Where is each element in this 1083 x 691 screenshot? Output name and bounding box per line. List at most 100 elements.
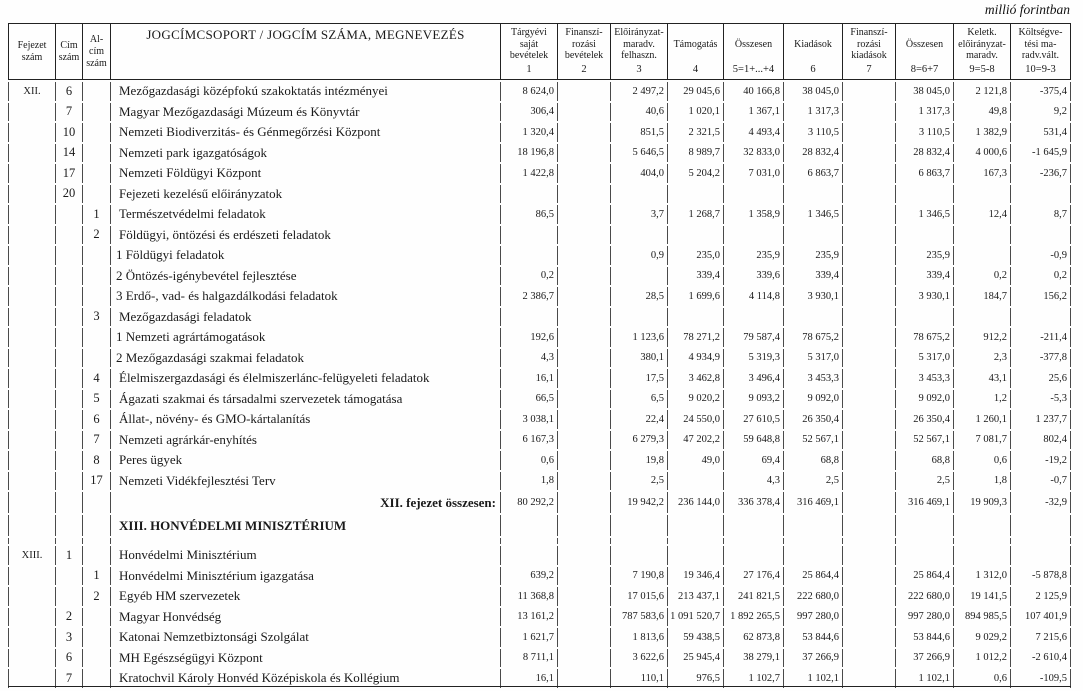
cell-osszesen-5 [723,538,783,544]
cell-keletk-eloiranyzat-maradv [953,515,1010,536]
cell-fejezet-szam [8,123,55,142]
cell-keletk-eloiranyzat-maradv: 1 312,0 [953,566,1010,585]
cell-finanszirozasi-bevetelek [557,607,610,626]
cell-koltsegvetesi-maradv-valt: -236,7 [1010,164,1071,183]
header-col-finanszirozasi-bevetelek: Finanszí- rozási bevételek 2 [557,23,610,80]
cell-targyevi-sajat-bevetelek: 1 320,4 [500,123,557,142]
header-col-label: Finanszí- rozási kiadások [850,26,888,62]
cell-megnevezes: Nemzeti Földügyi Központ [110,164,500,183]
cell-cim-szam [55,369,82,388]
table-row: 2 Öntözés-igénybevétel fejlesztése 0,2 3… [8,266,1071,285]
cell-koltsegvetesi-maradv-valt: 156,2 [1010,287,1071,306]
cell-finanszirozasi-kiadasok [842,492,895,513]
table-row: XIII. 1 Honvédelmi Minisztérium [8,546,1071,565]
cell-koltsegvetesi-maradv-valt: 2 125,9 [1010,587,1071,606]
header-col-code: 5=1+...+4 [732,63,775,75]
cell-finanszirozasi-kiadasok [842,184,895,203]
table-header: Fejezet szám Cím szám Al- cím szám JOGCÍ… [8,23,1071,80]
cell-koltsegvetesi-maradv-valt: -0,7 [1010,471,1071,490]
cell-kiadasok [783,225,842,244]
cell-eloiranyzat-maradv-felhaszn: 19,8 [610,451,667,470]
cell-megnevezes: 3 Erdő-, vad- és halgazdálkodási feladat… [110,287,500,306]
header-cim-szam: Cím szám [55,23,82,80]
cell-osszesen-8: 78 675,2 [895,328,953,347]
cell-fejezet-szam [8,587,55,606]
table-row: 2 Magyar Honvédség 13 161,2 787 583,6 1 … [8,607,1071,626]
cell-cim-szam: 10 [55,123,82,142]
cell-osszesen-8: 37 266,9 [895,648,953,667]
cell-alcim-szam [82,538,110,544]
cell-targyevi-sajat-bevetelek [500,515,557,536]
cell-cim-szam [55,587,82,606]
cell-megnevezes: Nemzeti park igazgatóságok [110,143,500,162]
cell-finanszirozasi-bevetelek [557,164,610,183]
cell-megnevezes: 1 Nemzeti agrártámogatások [110,328,500,347]
cell-finanszirozasi-bevetelek [557,287,610,306]
cell-osszesen-8: 26 350,4 [895,410,953,429]
cell-eloiranyzat-maradv-felhaszn [610,266,667,285]
cell-alcim-szam [82,123,110,142]
cell-fejezet-szam [8,287,55,306]
cell-osszesen-5: 4 493,4 [723,123,783,142]
cell-kiadasok: 9 092,0 [783,389,842,408]
cell-megnevezes: Magyar Mezőgazdasági Múzeum és Könyvtár [110,102,500,121]
header-col-code: 1 [526,63,532,75]
cell-megnevezes: Honvédelmi Minisztérium igazgatása [110,566,500,585]
cell-finanszirozasi-bevetelek [557,348,610,367]
cell-keletk-eloiranyzat-maradv [953,184,1010,203]
cell-keletk-eloiranyzat-maradv [953,246,1010,265]
cell-kiadasok [783,184,842,203]
cell-kiadasok: 5 317,0 [783,348,842,367]
table-row: XIII. HONVÉDELMI MINISZTÉRIUM [8,515,1071,536]
cell-tamogatas [667,538,723,544]
cell-tamogatas [667,471,723,490]
cell-kiadasok: 52 567,1 [783,430,842,449]
cell-keletk-eloiranyzat-maradv [953,307,1010,326]
cell-finanszirozasi-bevetelek [557,587,610,606]
cell-keletk-eloiranyzat-maradv: 4 000,6 [953,143,1010,162]
cell-finanszirozasi-kiadasok [842,328,895,347]
cell-finanszirozasi-bevetelek [557,389,610,408]
cell-eloiranyzat-maradv-felhaszn [610,225,667,244]
cell-finanszirozasi-kiadasok [842,348,895,367]
cell-keletk-eloiranyzat-maradv: 19 141,5 [953,587,1010,606]
cell-koltsegvetesi-maradv-valt [1010,225,1071,244]
cell-keletk-eloiranyzat-maradv: 2 121,8 [953,82,1010,101]
cell-koltsegvetesi-maradv-valt: -377,8 [1010,348,1071,367]
cell-eloiranyzat-maradv-felhaszn: 28,5 [610,287,667,306]
cell-cim-szam [55,205,82,224]
cell-osszesen-5: 32 833,0 [723,143,783,162]
cell-osszesen-5: 27 610,5 [723,410,783,429]
cell-koltsegvetesi-maradv-valt: -32,9 [1010,492,1071,513]
cell-finanszirozasi-kiadasok [842,546,895,565]
cell-fejezet-szam [8,451,55,470]
cell-fejezet-szam [8,628,55,647]
cell-kiadasok: 1 317,3 [783,102,842,121]
cell-koltsegvetesi-maradv-valt: -5,3 [1010,389,1071,408]
cell-finanszirozasi-bevetelek [557,538,610,544]
cell-finanszirozasi-bevetelek [557,143,610,162]
cell-targyevi-sajat-bevetelek: 1 621,7 [500,628,557,647]
cell-kiadasok: 78 675,2 [783,328,842,347]
cell-koltsegvetesi-maradv-valt: -211,4 [1010,328,1071,347]
cell-keletk-eloiranyzat-maradv: 7 081,7 [953,430,1010,449]
cell-fejezet-szam [8,669,55,688]
cell-osszesen-5: 4,3 [723,471,783,490]
cell-cim-szam [55,538,82,544]
cell-cim-szam [55,451,82,470]
cell-alcim-szam: 5 [82,389,110,408]
cell-finanszirozasi-bevetelek [557,246,610,265]
cell-osszesen-8: 38 045,0 [895,82,953,101]
cell-koltsegvetesi-maradv-valt: -19,2 [1010,451,1071,470]
cell-alcim-szam [82,184,110,203]
cell-alcim-szam: 6 [82,410,110,429]
cell-keletk-eloiranyzat-maradv [953,546,1010,565]
cell-finanszirozasi-kiadasok [842,471,895,490]
cell-finanszirozasi-kiadasok [842,628,895,647]
table-row: 17 Nemzeti Földügyi Központ 1 422,8 404,… [8,164,1071,183]
cell-cim-szam [55,307,82,326]
cell-koltsegvetesi-maradv-valt: 107 401,9 [1010,607,1071,626]
cell-cim-szam: 2 [55,607,82,626]
cell-eloiranyzat-maradv-felhaszn: 2,5 [610,471,667,490]
cell-osszesen-8 [895,538,953,544]
